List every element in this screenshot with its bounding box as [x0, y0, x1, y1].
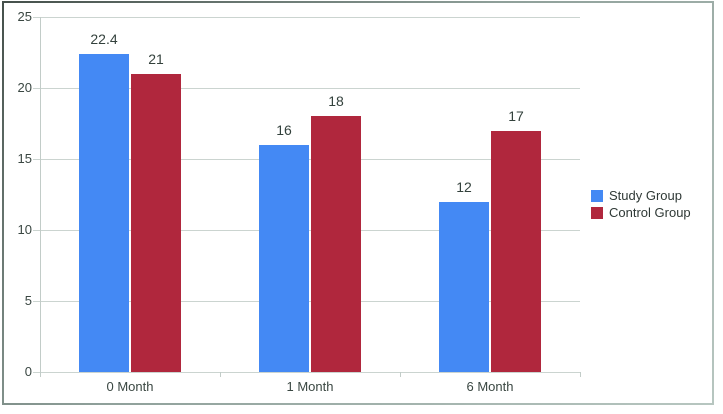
- y-axis-tick-label: 25: [17, 9, 32, 24]
- bar-value-label-control-group-1-month: 18: [328, 93, 344, 109]
- y-axis-tick-label: 20: [17, 80, 32, 95]
- x-axis-category-label: 1 Month: [286, 379, 334, 394]
- chart-legend: Study Group Control Group: [591, 188, 691, 223]
- legend-color-swatch-icon: [591, 206, 603, 219]
- x-axis-tick: [220, 372, 221, 377]
- gridline: [33, 88, 580, 89]
- bar-control-group-6-month: [491, 131, 541, 372]
- bar-control-group-1-month: [311, 116, 361, 372]
- x-axis-tick: [580, 372, 581, 377]
- y-axis-tick-label: 0: [24, 364, 32, 379]
- legend-item-study-group: Study Group: [591, 188, 691, 203]
- bar-study-group-0-month: [79, 54, 129, 372]
- bar-study-group-1-month: [259, 145, 309, 372]
- legend-label: Control Group: [609, 205, 691, 220]
- legend-item-control-group: Control Group: [591, 205, 691, 220]
- bar-study-group-6-month: [439, 202, 489, 372]
- y-axis-tick-label: 15: [17, 151, 32, 166]
- gridline: [33, 17, 580, 18]
- x-axis-tick: [40, 372, 41, 377]
- gridline: [33, 372, 580, 373]
- y-axis-tick-label: 10: [17, 222, 32, 237]
- y-axis-line: [40, 17, 41, 372]
- bar-value-label-study-group-6-month: 12: [456, 179, 472, 195]
- bar-control-group-0-month: [131, 74, 181, 372]
- x-axis-tick: [400, 372, 401, 377]
- bar-value-label-study-group-0-month: 22.4: [90, 31, 118, 47]
- x-axis-category-label: 0 Month: [106, 379, 154, 394]
- legend-color-swatch-icon: [591, 189, 603, 202]
- bar-value-label-control-group-6-month: 17: [508, 108, 524, 124]
- legend-label: Study Group: [609, 188, 682, 203]
- y-axis-tick-label: 5: [24, 293, 32, 308]
- x-axis-category-label: 6 Month: [466, 379, 514, 394]
- bar-value-label-study-group-1-month: 16: [276, 122, 292, 138]
- bar-value-label-control-group-0-month: 21: [148, 51, 164, 67]
